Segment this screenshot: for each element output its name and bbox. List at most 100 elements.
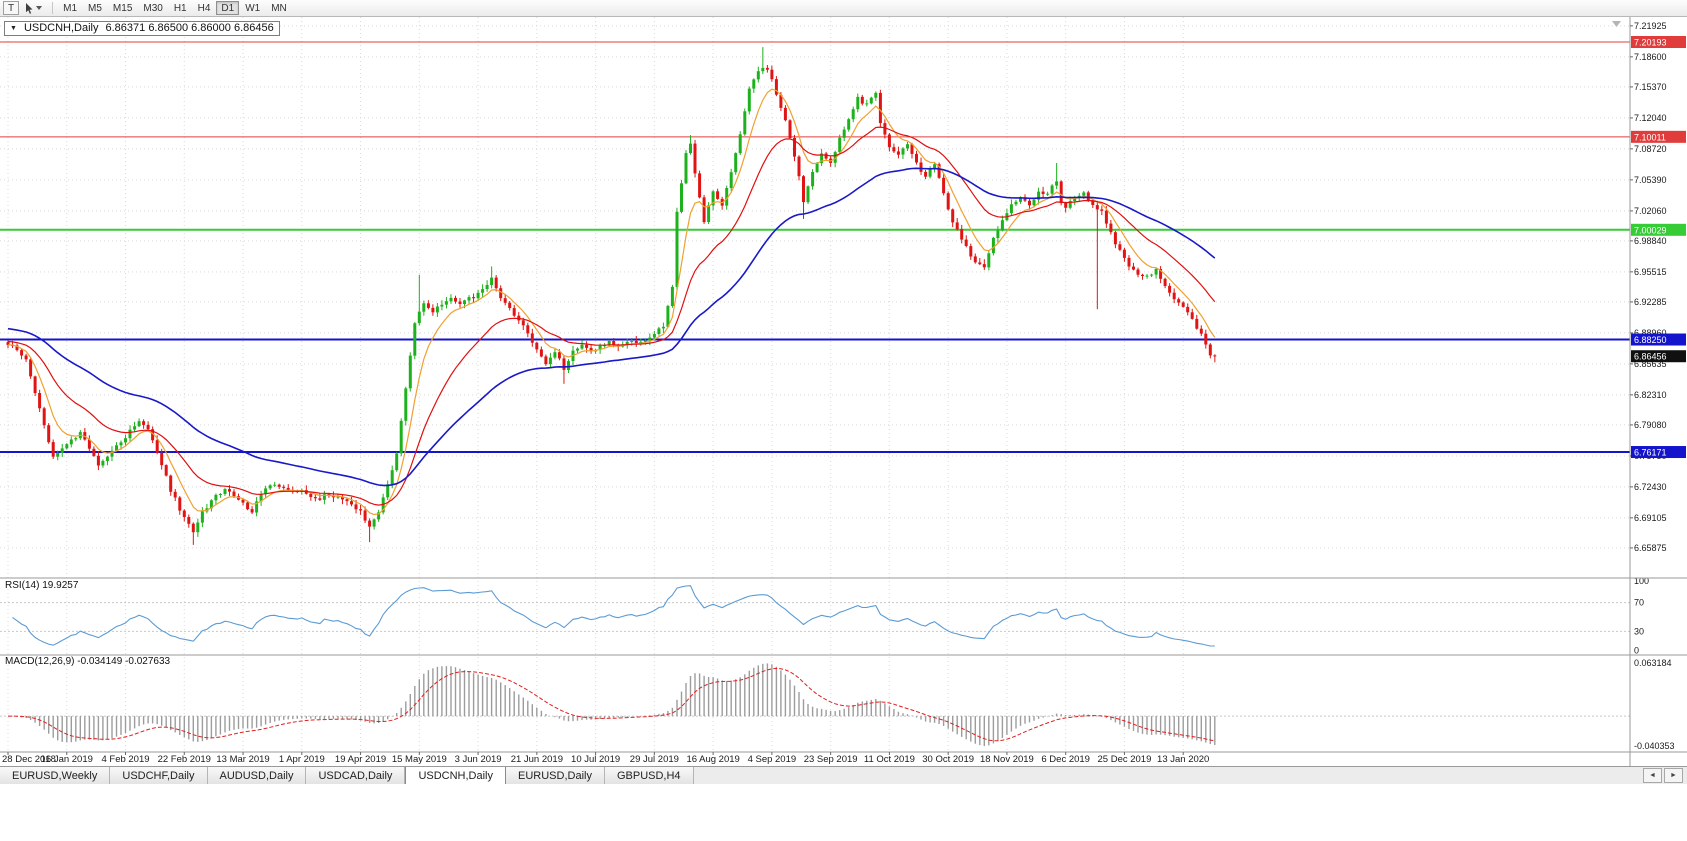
svg-text:6.98840: 6.98840 [1634,236,1667,246]
svg-text:7.05390: 7.05390 [1634,175,1667,185]
svg-text:10 Jul 2019: 10 Jul 2019 [571,754,620,765]
chart-tab-usdchf-daily[interactable]: USDCHF,Daily [110,767,208,784]
symbol-ohlc-box[interactable]: ▼ USDCNH,Daily 6.86371 6.86500 6.86000 6… [4,21,280,36]
svg-text:6.88250: 6.88250 [1634,335,1667,345]
svg-text:6.88960: 6.88960 [1634,328,1667,338]
timeframe-button-m30[interactable]: M30 [143,2,163,14]
svg-text:23 Sep 2019: 23 Sep 2019 [804,754,858,765]
svg-text:16 Jan 2019: 16 Jan 2019 [41,754,93,765]
rsi-line [12,585,1215,647]
svg-text:22 Feb 2019: 22 Feb 2019 [158,754,211,765]
chart-canvas[interactable]: 100703000.063184-0.0403537.219257.186007… [0,17,1687,766]
price-axis[interactable]: 7.21925 7.18600 7.15370 7.12040 7.08720 7.053… [1630,21,1667,553]
svg-text:13 Jan 2020: 13 Jan 2020 [1157,754,1209,765]
ohlc-values: 6.86371 6.86500 6.86000 6.86456 [105,22,274,34]
svg-text:28 Dec 2018: 28 Dec 2018 [2,754,56,765]
svg-text:100: 100 [1634,576,1649,586]
svg-text:0: 0 [1634,646,1639,656]
svg-text:7.08720: 7.08720 [1634,144,1667,154]
timeframe-button-mn[interactable]: MN [271,2,287,14]
candles [6,47,1217,545]
svg-text:18 Nov 2019: 18 Nov 2019 [980,754,1034,765]
svg-text:21 Jun 2019: 21 Jun 2019 [511,754,563,765]
timeframe-button-w1[interactable]: W1 [245,2,261,14]
tab-scroll-right-button[interactable]: ► [1664,768,1683,783]
macd-panel: 0.063184 -0.040353 [0,658,1675,751]
symbol-label: USDCNH,Daily [23,22,99,34]
svg-text:19 Apr 2019: 19 Apr 2019 [335,754,386,765]
svg-text:7.20193: 7.20193 [1634,38,1667,48]
timeframe-button-h4[interactable]: H4 [197,2,211,14]
svg-text:6 Dec 2019: 6 Dec 2019 [1041,754,1090,765]
chart-tab-eurusd-daily[interactable]: EURUSD,Daily [506,767,605,784]
svg-text:6.76171: 6.76171 [1634,448,1667,458]
chart-tab-audusd-daily[interactable]: AUDUSD,Daily [207,767,307,784]
svg-text:4 Feb 2019: 4 Feb 2019 [101,754,149,765]
rsi-label: RSI(14) 19.9257 [5,580,79,591]
toolbar-t-button[interactable]: T [3,1,20,15]
current-price-label [1631,350,1686,363]
horizontal-price-lines[interactable] [0,41,1630,454]
svg-text:3 Jun 2019: 3 Jun 2019 [455,754,502,765]
toolbar-separator [52,2,54,14]
timeframe-button-h1[interactable]: H1 [173,2,187,14]
ma-slow-line [7,167,1216,487]
svg-text:7.21925: 7.21925 [1634,21,1667,31]
svg-text:6.65875: 6.65875 [1634,543,1667,553]
svg-text:29 Jul 2019: 29 Jul 2019 [630,754,679,765]
collapse-triangle-icon: ▼ [10,25,17,32]
svg-text:6.82310: 6.82310 [1634,390,1667,400]
svg-text:6.95515: 6.95515 [1634,267,1667,277]
svg-text:6.69105: 6.69105 [1634,513,1667,523]
macd-label: MACD(12,26,9) -0.034149 -0.027633 [5,656,171,667]
svg-text:13 Mar 2019: 13 Mar 2019 [216,754,269,765]
scroll-to-end-marker[interactable] [1612,21,1621,27]
timeframe-buttons: M1 M5 M15 M30 H1 H4 D1 W1 MN [58,1,292,15]
svg-text:11 Oct 2019: 11 Oct 2019 [864,754,915,765]
chart-tab-eurusd-weekly[interactable]: EURUSD,Weekly [0,767,111,784]
svg-text:7.15370: 7.15370 [1634,82,1667,92]
cursor-tool-button[interactable] [20,1,47,15]
tab-scroll-left-button[interactable]: ◄ [1643,768,1662,783]
svg-text:7.00029: 7.00029 [1634,225,1667,235]
ma-fast-line [7,88,1216,516]
timeframe-button-m5[interactable]: M5 [88,2,102,14]
svg-text:-0.040353: -0.040353 [1634,741,1675,751]
chart-tab-usdcad-daily[interactable]: USDCAD,Daily [306,767,406,784]
svg-text:6.85635: 6.85635 [1634,359,1667,369]
ma-mid-line [7,126,1216,506]
svg-text:30: 30 [1634,626,1644,636]
tab-scroll-arrows: ◄ ► [1643,767,1687,784]
svg-text:16 Aug 2019: 16 Aug 2019 [686,754,739,765]
macd-signal-line [8,667,1215,742]
panel-frames [0,17,1687,766]
top-toolbar: T M1 M5 M15 M30 H1 H4 D1 W1 MN [0,0,1687,17]
timeframe-button-m1[interactable]: M1 [63,2,78,14]
svg-text:7.10011: 7.10011 [1634,132,1666,142]
chart-tab-gbpusd-h4[interactable]: GBPUSD,H4 [604,767,694,784]
chart-tab-usdcnh-daily[interactable]: USDCNH,Daily [405,767,506,784]
svg-text:4 Sep 2019: 4 Sep 2019 [748,754,797,765]
svg-text:7.12040: 7.12040 [1634,113,1667,123]
chart-tabs: EURUSD,Weekly USDCHF,Daily AUDUSD,Daily USD… [0,767,694,784]
svg-text:6.86456: 6.86456 [1634,352,1667,362]
svg-text:15 May 2019: 15 May 2019 [392,754,447,765]
timeframe-button-d1[interactable]: D1 [216,1,240,15]
dropdown-caret-icon [36,6,43,10]
timeframe-button-m15[interactable]: M15 [112,2,133,14]
svg-text:70: 70 [1634,598,1644,608]
svg-text:0.063184: 0.063184 [1634,658,1672,668]
svg-text:7.18600: 7.18600 [1634,52,1667,62]
price-line-labels: 7.20193 7.10011 7.00029 6.88250 6.76171 6.864… [1631,36,1686,459]
svg-text:6.72430: 6.72430 [1634,482,1667,492]
cursor-icon [26,2,33,14]
svg-text:25 Dec 2019: 25 Dec 2019 [1098,754,1152,765]
svg-text:7.02060: 7.02060 [1634,206,1667,216]
svg-text:1 Apr 2019: 1 Apr 2019 [279,754,325,765]
grid-lines [0,17,1630,752]
svg-text:30 Oct 2019: 30 Oct 2019 [922,754,974,765]
chart-tab-bar: EURUSD,Weekly USDCHF,Daily AUDUSD,Daily USD… [0,766,1687,784]
svg-text:6.92285: 6.92285 [1634,297,1667,307]
svg-text:6.79080: 6.79080 [1634,420,1667,430]
